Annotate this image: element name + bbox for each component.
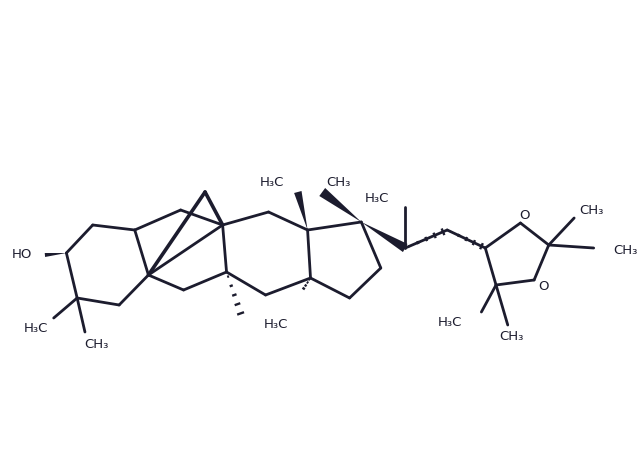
Text: CH₃: CH₃ (84, 337, 109, 351)
Polygon shape (362, 222, 408, 252)
Polygon shape (45, 253, 67, 257)
Text: H₃C: H₃C (264, 318, 288, 330)
Text: O: O (519, 209, 530, 221)
Text: O: O (539, 280, 549, 292)
Text: CH₃: CH₃ (613, 243, 637, 257)
Text: H₃C: H₃C (260, 175, 284, 188)
Text: H₃C: H₃C (438, 315, 462, 329)
Polygon shape (294, 191, 308, 230)
Text: CH₃: CH₃ (326, 175, 351, 188)
Polygon shape (319, 188, 362, 222)
Text: HO: HO (12, 248, 32, 260)
Text: H₃C: H₃C (24, 321, 48, 335)
Text: CH₃: CH₃ (580, 204, 604, 217)
Text: CH₃: CH₃ (499, 330, 524, 344)
Text: H₃C: H₃C (365, 193, 390, 205)
